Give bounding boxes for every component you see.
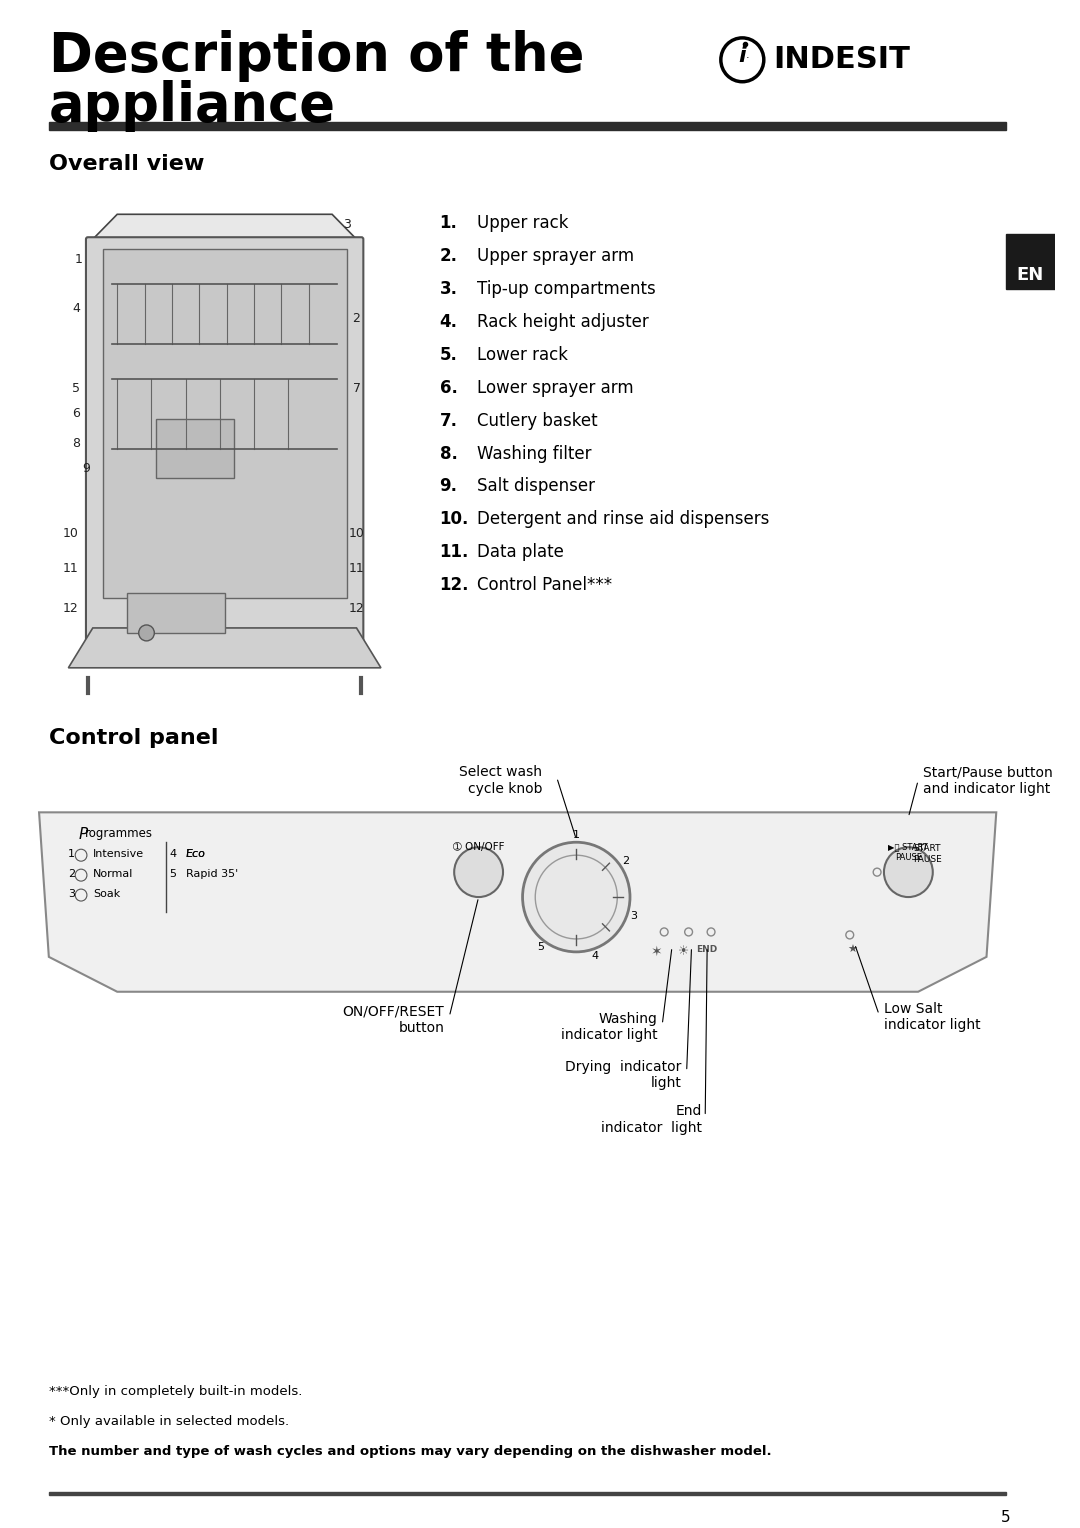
Text: Washing filter: Washing filter	[476, 445, 591, 463]
Text: 3: 3	[68, 889, 75, 898]
Text: 3.: 3.	[440, 280, 458, 298]
Text: 11: 11	[349, 562, 364, 575]
Text: 6.: 6.	[440, 379, 458, 397]
Text: ★: ★	[848, 944, 858, 955]
Text: 3: 3	[631, 911, 637, 921]
Text: Cutlery basket: Cutlery basket	[476, 411, 597, 429]
Text: Eco: Eco	[186, 850, 205, 859]
Text: 5: 5	[1001, 1510, 1011, 1525]
Text: Tip-up compartments: Tip-up compartments	[476, 280, 656, 298]
Text: i: i	[739, 46, 746, 66]
Polygon shape	[39, 813, 996, 992]
Bar	[157, 419, 234, 478]
Text: 1.: 1.	[440, 214, 458, 232]
Text: ➀ ON/OFF: ➀ ON/OFF	[453, 842, 504, 853]
Text: 4.: 4.	[440, 313, 458, 332]
Text: Intensive: Intensive	[93, 850, 144, 859]
Text: Start/Pause button
and indicator light: Start/Pause button and indicator light	[923, 766, 1053, 796]
Text: 5.: 5.	[440, 345, 458, 364]
Text: End
indicator  light: End indicator light	[602, 1105, 702, 1135]
Text: Control Panel***: Control Panel***	[476, 576, 611, 594]
Text: 5: 5	[537, 943, 544, 952]
Polygon shape	[93, 214, 356, 240]
Text: 9: 9	[82, 461, 90, 475]
Text: 12.: 12.	[440, 576, 469, 594]
Text: Salt dispenser: Salt dispenser	[476, 477, 595, 495]
Text: 1: 1	[75, 252, 82, 266]
Text: * Only available in selected models.: * Only available in selected models.	[49, 1415, 289, 1429]
Text: 8: 8	[72, 437, 80, 451]
Text: ☀: ☀	[678, 944, 689, 958]
Text: 6: 6	[72, 406, 80, 420]
Text: 3: 3	[342, 219, 351, 231]
Text: rogrammes: rogrammes	[85, 827, 153, 840]
Text: 11.: 11.	[440, 544, 469, 561]
Text: END: END	[697, 944, 718, 953]
Text: EN: EN	[1017, 266, 1044, 284]
Text: Normal: Normal	[93, 869, 133, 879]
Text: 12: 12	[349, 602, 364, 614]
Text: 8.: 8.	[440, 445, 458, 463]
Text: 5: 5	[72, 382, 80, 396]
Text: Data plate: Data plate	[476, 544, 564, 561]
Text: INDESIT: INDESIT	[773, 46, 910, 75]
Text: 2: 2	[622, 856, 629, 866]
Text: 10.: 10.	[440, 510, 469, 529]
Text: ✶: ✶	[650, 944, 662, 960]
Text: Description of the: Description of the	[49, 31, 584, 83]
Text: Washing
indicator light: Washing indicator light	[561, 1012, 658, 1042]
Text: 2.: 2.	[440, 248, 458, 266]
Text: 12: 12	[63, 602, 78, 614]
Text: Eco: Eco	[186, 850, 205, 859]
Text: Drying  indicator
light: Drying indicator light	[566, 1059, 681, 1089]
Text: Rack height adjuster: Rack height adjuster	[476, 313, 648, 332]
Text: 11: 11	[63, 562, 78, 575]
Text: 10: 10	[349, 527, 364, 539]
Text: Soak: Soak	[93, 889, 120, 898]
Text: 2: 2	[68, 869, 75, 879]
Text: 7: 7	[352, 382, 361, 396]
Text: Overall view: Overall view	[49, 154, 204, 174]
Text: 9.: 9.	[440, 477, 458, 495]
Bar	[127, 593, 225, 633]
Text: 2: 2	[352, 312, 361, 325]
Text: Detergent and rinse aid dispensers: Detergent and rinse aid dispensers	[476, 510, 769, 529]
Text: appliance: appliance	[49, 79, 336, 131]
Text: 10: 10	[63, 527, 78, 539]
Text: Upper rack: Upper rack	[476, 214, 568, 232]
Text: Rapid 35': Rapid 35'	[186, 869, 238, 879]
Circle shape	[883, 847, 933, 897]
Text: 4: 4	[72, 303, 80, 315]
Text: 1: 1	[572, 830, 580, 840]
Polygon shape	[68, 628, 381, 668]
Circle shape	[455, 847, 503, 897]
Bar	[103, 249, 347, 597]
Text: .: .	[745, 50, 750, 60]
Text: ON/OFF/RESET
button: ON/OFF/RESET button	[342, 1005, 444, 1034]
Text: The number and type of wash cycles and options may vary depending on the dishwas: The number and type of wash cycles and o…	[49, 1445, 771, 1458]
Bar	[49, 122, 1007, 130]
Text: ▶⏮ START
PAUSE: ▶⏮ START PAUSE	[889, 842, 928, 862]
Text: 4: 4	[592, 950, 598, 961]
Text: 1: 1	[68, 850, 75, 859]
Circle shape	[138, 625, 154, 640]
Text: 5: 5	[170, 869, 176, 879]
Circle shape	[523, 842, 630, 952]
Bar	[49, 1493, 1007, 1494]
Bar	[1007, 234, 1055, 289]
Text: Lower sprayer arm: Lower sprayer arm	[476, 379, 633, 397]
Text: ***Only in completely built-in models.: ***Only in completely built-in models.	[49, 1386, 302, 1398]
Text: P: P	[78, 827, 87, 842]
Text: 7.: 7.	[440, 411, 458, 429]
Text: START
PAUSE: START PAUSE	[914, 845, 942, 863]
Text: Control panel: Control panel	[49, 727, 218, 747]
Text: Upper sprayer arm: Upper sprayer arm	[476, 248, 634, 266]
Text: Lower rack: Lower rack	[476, 345, 568, 364]
Text: Low Salt
indicator light: Low Salt indicator light	[883, 1002, 981, 1031]
Text: Select wash
cycle knob: Select wash cycle knob	[459, 766, 542, 796]
FancyBboxPatch shape	[86, 237, 363, 649]
Text: 4: 4	[170, 850, 176, 859]
